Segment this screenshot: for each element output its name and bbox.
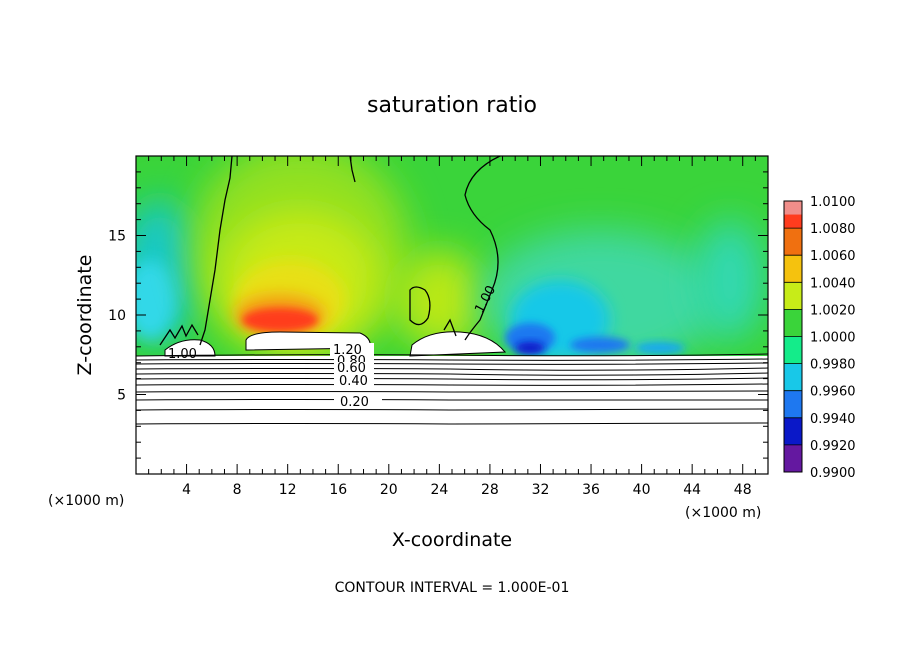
contour-label: 1.20 bbox=[333, 343, 362, 358]
y-tick-label: 10 bbox=[108, 308, 126, 324]
x-units-label: (×1000 m) bbox=[685, 505, 761, 521]
colorbar-swatch bbox=[784, 363, 802, 392]
x-axis-label: X-coordinate bbox=[392, 529, 512, 551]
x-tick-label: 36 bbox=[582, 482, 600, 498]
x-tick-label: 8 bbox=[233, 482, 242, 498]
colorbar-label: 0.9900 bbox=[810, 466, 856, 481]
colorbar-swatch bbox=[784, 255, 802, 283]
y-axis-label: Z-coordinate bbox=[74, 255, 96, 376]
colorbar-swatch bbox=[784, 417, 802, 446]
contour-label: 1.00 bbox=[168, 347, 197, 362]
color-field bbox=[136, 156, 765, 356]
contour-label: 0.40 bbox=[339, 374, 368, 389]
colorbar-label: 1.0000 bbox=[810, 331, 856, 346]
colorbar-label: 0.9980 bbox=[810, 358, 856, 373]
white-blob bbox=[409, 331, 507, 357]
contour-interval-note: CONTOUR INTERVAL = 1.000E-01 bbox=[335, 580, 570, 596]
x-tick-label: 4 bbox=[182, 482, 191, 498]
colorbar-label: 1.0080 bbox=[810, 222, 856, 237]
plot-area: 1.20 0.80 0.60 0.40 0.20 1.00 1.00 bbox=[136, 156, 768, 474]
colorbar-label: 1.0060 bbox=[810, 249, 856, 264]
y-axis: 5 10 15 bbox=[108, 171, 768, 459]
y-tick-label: 5 bbox=[117, 388, 126, 404]
colorbar-label: 1.0100 bbox=[810, 195, 856, 210]
x-tick-label: 24 bbox=[430, 482, 448, 498]
lower-region bbox=[136, 356, 768, 474]
colorbar-swatch bbox=[784, 228, 802, 256]
colorbar: 1.0100 1.0080 1.0060 1.0040 1.0020 1.0000 0.99… bbox=[783, 195, 856, 481]
x-tick-label: 28 bbox=[481, 482, 499, 498]
x-tick-label: 44 bbox=[683, 482, 701, 498]
colorbar-label: 1.0040 bbox=[810, 276, 856, 291]
colorbar-swatch bbox=[784, 390, 802, 419]
contour-label: 0.60 bbox=[337, 361, 366, 376]
y-tick-label: 15 bbox=[108, 229, 126, 245]
x-tick-label: 48 bbox=[734, 482, 752, 498]
x-tick-label: 20 bbox=[380, 482, 398, 498]
colorbar-swatch bbox=[784, 444, 802, 473]
x-tick-label: 12 bbox=[279, 482, 297, 498]
x-axis: 4 8 12 16 20 24 28 32 36 40 44 48 bbox=[148, 156, 756, 498]
lower-contours bbox=[136, 353, 768, 425]
chart-title: saturation ratio bbox=[367, 93, 537, 118]
colorbar-swatch bbox=[784, 309, 802, 337]
colorbar-label: 0.9960 bbox=[810, 385, 856, 400]
x-tick-label: 40 bbox=[633, 482, 651, 498]
z-units-label: (×1000 m) bbox=[48, 493, 124, 509]
colorbar-swatch bbox=[784, 336, 802, 365]
colorbar-label: 0.9940 bbox=[810, 412, 856, 427]
colorbar-swatch bbox=[784, 282, 802, 310]
white-blob bbox=[164, 339, 216, 357]
unity-contour bbox=[159, 156, 501, 346]
colorbar-label: 0.9920 bbox=[810, 439, 856, 454]
colorbar-swatch-top bbox=[784, 201, 802, 215]
x-tick-label: 32 bbox=[532, 482, 550, 498]
contour-label: 0.20 bbox=[340, 395, 369, 410]
x-tick-label: 16 bbox=[329, 482, 347, 498]
colorbar-label: 1.0020 bbox=[810, 303, 856, 318]
